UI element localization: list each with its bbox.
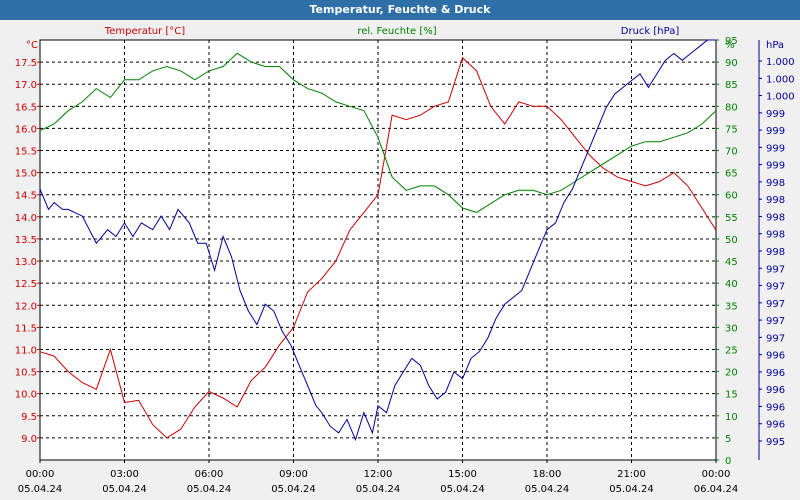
humidity-tick-label: 40	[725, 279, 738, 290]
legend-pressure: Druck [hPa]	[621, 26, 680, 37]
humidity-tick-label: 55	[725, 213, 738, 224]
legend-temperature: Temperatur [°C]	[104, 26, 185, 37]
x-tick-date-label: 05.04.24	[356, 484, 401, 495]
humidity-tick-label: 70	[725, 147, 738, 158]
temperature-tick-label: 17.0	[15, 80, 37, 91]
x-tick-time-label: 06:00	[195, 469, 224, 480]
temperature-tick-label: 12.5	[15, 279, 37, 290]
series-line-pressure	[39, 39, 716, 442]
temperature-tick-label: 12.0	[15, 301, 37, 312]
pressure-tick-label: 1.000	[766, 92, 795, 103]
humidity-unit-label: %	[725, 40, 735, 51]
pressure-tick-label: 997	[766, 282, 785, 293]
x-tick-time-label: 09:00	[279, 469, 308, 480]
humidity-tick-label: 90	[725, 58, 738, 69]
temperature-tick-label: 10.5	[15, 368, 37, 379]
x-tick-date-label: 06.04.24	[694, 484, 739, 495]
pressure-tick-label: 996	[766, 368, 785, 379]
humidity-tick-label: 85	[725, 80, 738, 91]
pressure-tick-label: 997	[766, 316, 785, 327]
x-tick-date-label: 05.04.24	[18, 484, 63, 495]
humidity-tick-label: 30	[725, 323, 738, 334]
humidity-tick-label: 10	[725, 412, 738, 423]
temperature-tick-label: 13.5	[15, 235, 37, 246]
pressure-tick-label: 999	[766, 126, 785, 137]
temperature-tick-label: 15.0	[15, 169, 37, 180]
pressure-tick-label: 998	[766, 178, 785, 189]
grid-lines	[40, 40, 716, 460]
pressure-tick-label: 998	[766, 212, 785, 223]
x-tick-date-label: 05.04.24	[187, 484, 232, 495]
pressure-tick-label: 997	[766, 299, 785, 310]
pressure-tick-label: 999	[766, 161, 785, 172]
humidity-tick-label: 5	[725, 434, 731, 445]
humidity-tick-label: 35	[725, 301, 738, 312]
x-tick-date-label: 05.04.24	[525, 484, 570, 495]
pressure-tick-label: 998	[766, 247, 785, 258]
pressure-tick-label: 998	[766, 230, 785, 241]
pressure-tick-label: 996	[766, 420, 785, 431]
humidity-tick-label: 65	[725, 169, 738, 180]
temperature-tick-label: 13.0	[15, 257, 37, 268]
pressure-tick-label: 998	[766, 195, 785, 206]
x-tick-time-label: 00:00	[702, 469, 731, 480]
temperature-tick-label: 11.0	[15, 345, 37, 356]
x-tick-date-label: 05.04.24	[102, 484, 147, 495]
pressure-tick-label: 996	[766, 402, 785, 413]
series-line-temperature	[39, 56, 717, 439]
series-lines	[39, 39, 717, 442]
x-tick-time-label: 15:00	[448, 469, 477, 480]
humidity-tick-label: 25	[725, 345, 738, 356]
temperature-tick-label: 16.5	[15, 102, 37, 113]
humidity-tick-label: 50	[725, 235, 738, 246]
humidity-tick-label: 95	[725, 36, 738, 47]
humidity-tick-label: 0	[725, 456, 731, 467]
x-tick-date-label: 05.04.24	[271, 484, 316, 495]
pressure-tick-label: 1.000	[766, 74, 795, 85]
x-tick-date-label: 05.04.24	[440, 484, 485, 495]
temperature-tick-label: 14.0	[15, 213, 37, 224]
series-line-humidity	[39, 52, 717, 213]
pressure-tick-label: 996	[766, 385, 785, 396]
pressure-tick-label: 999	[766, 143, 785, 154]
x-tick-time-label: 03:00	[110, 469, 139, 480]
humidity-tick-label: 20	[725, 368, 738, 379]
pressure-tick-label: 997	[766, 264, 785, 275]
temperature-tick-label: 10.0	[15, 390, 37, 401]
x-tick-time-label: 18:00	[533, 469, 562, 480]
x-tick-time-label: 00:00	[26, 469, 55, 480]
temperature-tick-label: 11.5	[15, 323, 37, 334]
humidity-tick-label: 45	[725, 257, 738, 268]
x-tick-time-label: 21:00	[617, 469, 646, 480]
temperature-tick-label: 9.0	[21, 434, 37, 445]
temperature-tick-label: 16.0	[15, 124, 37, 135]
temperature-unit-label: °C	[26, 40, 38, 51]
window-title: Temperatur, Feuchte & Druck	[0, 0, 800, 20]
pressure-tick-label: 999	[766, 109, 785, 120]
temperature-tick-label: 14.5	[15, 191, 37, 202]
temperature-tick-label: 9.5	[21, 412, 37, 423]
temperature-tick-label: 15.5	[15, 147, 37, 158]
legend-humidity: rel. Feuchte [%]	[357, 26, 436, 37]
x-tick-time-label: 12:00	[364, 469, 393, 480]
pressure-tick-label: 995	[766, 437, 785, 448]
humidity-tick-label: 15	[725, 390, 738, 401]
pressure-unit-label: hPa	[766, 40, 784, 51]
humidity-tick-label: 60	[725, 191, 738, 202]
pressure-tick-label: 996	[766, 351, 785, 362]
axes: 9.0 9.5 10.0 10.5 11.0 11.5 12.0 12.5 13.0 13.5 14…	[15, 26, 795, 495]
x-tick-date-label: 05.04.24	[609, 484, 654, 495]
pressure-tick-label: 1.000	[766, 57, 795, 68]
pressure-tick-label: 997	[766, 333, 785, 344]
humidity-tick-label: 80	[725, 102, 738, 113]
temperature-tick-label: 17.5	[15, 58, 37, 69]
humidity-tick-label: 75	[725, 124, 738, 135]
